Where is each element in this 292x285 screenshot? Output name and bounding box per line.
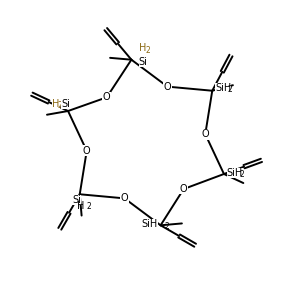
Text: 2: 2: [165, 222, 170, 231]
Text: SiH: SiH: [227, 168, 243, 178]
Text: O: O: [121, 194, 128, 203]
Text: O: O: [164, 82, 171, 91]
Text: 2: 2: [228, 86, 233, 94]
Text: H: H: [77, 201, 85, 211]
Text: 2: 2: [240, 170, 244, 179]
Text: 2: 2: [57, 101, 62, 110]
Text: SiH: SiH: [142, 219, 158, 229]
Text: O: O: [83, 146, 91, 156]
Text: O: O: [180, 184, 187, 194]
Text: O: O: [103, 92, 111, 102]
Text: SiH: SiH: [215, 83, 231, 93]
Text: O: O: [201, 129, 209, 139]
Text: H: H: [52, 99, 60, 109]
Text: 2: 2: [145, 46, 150, 54]
Text: Si: Si: [72, 195, 81, 205]
Text: 2: 2: [86, 202, 91, 211]
Text: H: H: [138, 42, 146, 52]
Text: Si: Si: [61, 99, 70, 109]
Text: Si: Si: [138, 57, 147, 67]
